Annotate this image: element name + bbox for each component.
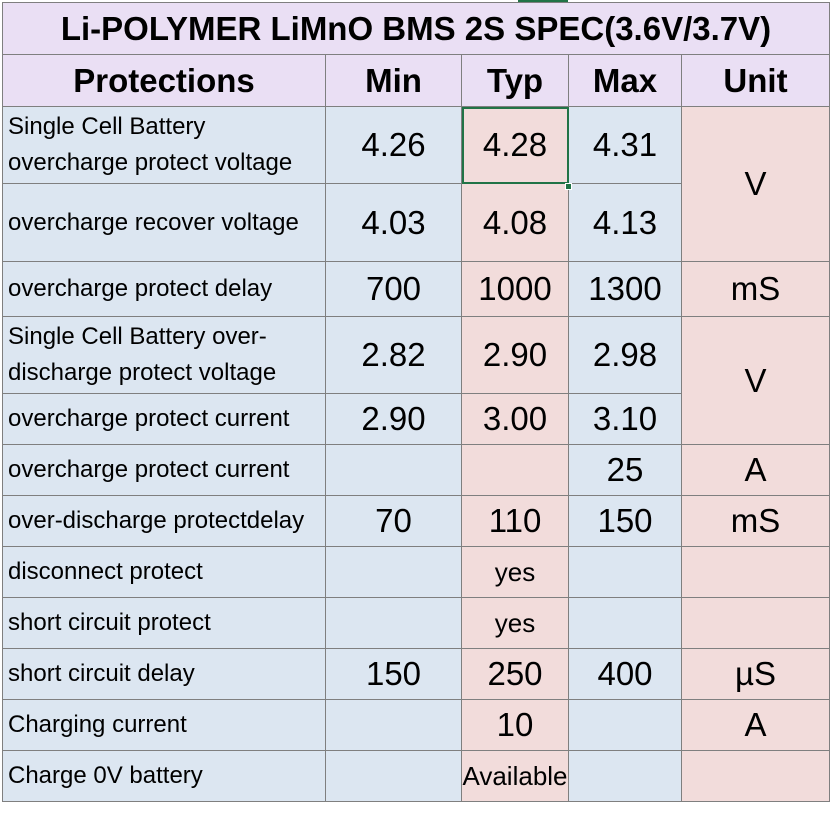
row-label[interactable]: overcharge protect delay (2, 261, 326, 317)
row-label[interactable]: Single Cell Battery over-discharge prote… (2, 316, 326, 394)
row-label[interactable]: short circuit delay (2, 648, 326, 700)
cell-max[interactable] (568, 597, 682, 649)
cell-typ[interactable]: 2.90 (461, 316, 569, 394)
table-row: disconnect protect yes (2, 546, 830, 598)
row-label[interactable]: Charging current (2, 699, 326, 751)
header-min[interactable]: Min (325, 54, 462, 107)
cell-typ[interactable]: 250 (461, 648, 569, 700)
cell-typ-selected[interactable]: 4.28 (461, 106, 569, 184)
cell-min[interactable]: 700 (325, 261, 462, 317)
cell-unit[interactable]: mS (681, 261, 830, 317)
cell-typ[interactable]: yes (461, 546, 569, 598)
cell-max[interactable]: 2.98 (568, 316, 682, 394)
spec-table: Li-POLYMER LiMnO BMS 2S SPEC(3.6V/3.7V) … (2, 2, 830, 802)
cell-max[interactable] (568, 546, 682, 598)
fill-handle[interactable] (565, 183, 572, 190)
cell-unit[interactable]: µS (681, 648, 830, 700)
cell-max[interactable]: 4.13 (568, 183, 682, 262)
cell-min[interactable]: 2.82 (325, 316, 462, 394)
cell-unit[interactable] (681, 597, 830, 649)
header-typ[interactable]: Typ (461, 54, 569, 107)
column-selection-indicator (518, 0, 568, 2)
cell-max[interactable] (568, 699, 682, 751)
cell-max[interactable]: 400 (568, 648, 682, 700)
row-label[interactable]: overcharge protect current (2, 444, 326, 496)
header-unit[interactable]: Unit (681, 54, 830, 107)
cell-typ[interactable] (461, 444, 569, 496)
cell-max[interactable]: 3.10 (568, 393, 682, 445)
cell-min[interactable]: 2.90 (325, 393, 462, 445)
cell-typ[interactable]: 10 (461, 699, 569, 751)
table-title[interactable]: Li-POLYMER LiMnO BMS 2S SPEC(3.6V/3.7V) (2, 2, 830, 55)
cell-unit[interactable]: V (681, 106, 830, 262)
row-label[interactable]: over-discharge protectdelay (2, 495, 326, 547)
table-row: Charge 0V battery Available (2, 750, 830, 802)
cell-typ[interactable]: 1000 (461, 261, 569, 317)
table-row: short circuit protect yes (2, 597, 830, 649)
cell-typ[interactable]: 110 (461, 495, 569, 547)
row-label[interactable]: Charge 0V battery (2, 750, 326, 802)
cell-min[interactable]: 4.26 (325, 106, 462, 184)
cell-typ[interactable]: Available (461, 750, 569, 802)
table-row: overcharge protect delay 700 1000 1300 m… (2, 261, 830, 317)
cell-max[interactable]: 150 (568, 495, 682, 547)
cell-min[interactable]: 70 (325, 495, 462, 547)
table-row: overcharge recover voltage 4.03 4.08 4.1… (2, 183, 830, 262)
table-row: Single Cell Battery overcharge protect v… (2, 106, 830, 262)
cell-min[interactable] (325, 750, 462, 802)
cell-unit[interactable]: mS (681, 495, 830, 547)
cell-max[interactable]: 4.31 (568, 106, 682, 184)
cell-typ[interactable]: 4.08 (461, 183, 569, 262)
cell-typ[interactable]: 3.00 (461, 393, 569, 445)
table-row: Charging current 10 A (2, 699, 830, 751)
cell-min[interactable]: 4.03 (325, 183, 462, 262)
cell-unit[interactable] (681, 546, 830, 598)
cell-unit[interactable] (681, 750, 830, 802)
row-label[interactable]: short circuit protect (2, 597, 326, 649)
table-row: Single Cell Battery over-discharge prote… (2, 316, 830, 445)
cell-min[interactable] (325, 546, 462, 598)
cell-min[interactable]: 150 (325, 648, 462, 700)
cell-min[interactable] (325, 699, 462, 751)
cell-max[interactable] (568, 750, 682, 802)
row-label[interactable]: overcharge recover voltage (2, 183, 326, 262)
table-row: short circuit delay 150 250 400 µS (2, 648, 830, 700)
table-row: overcharge protect current 25 A (2, 444, 830, 496)
cell-min[interactable] (325, 444, 462, 496)
header-protections[interactable]: Protections (2, 54, 326, 107)
row-label[interactable]: Single Cell Battery overcharge protect v… (2, 106, 326, 184)
cell-unit[interactable]: V (681, 316, 830, 445)
cell-max[interactable]: 25 (568, 444, 682, 496)
cell-min[interactable] (325, 597, 462, 649)
cell-unit[interactable]: A (681, 444, 830, 496)
cell-max[interactable]: 1300 (568, 261, 682, 317)
table-row: over-discharge protectdelay 70 110 150 m… (2, 495, 830, 547)
cell-unit[interactable]: A (681, 699, 830, 751)
header-max[interactable]: Max (568, 54, 682, 107)
row-label[interactable]: disconnect protect (2, 546, 326, 598)
table-row: overcharge protect current 2.90 3.00 3.1… (2, 393, 830, 445)
row-label[interactable]: overcharge protect current (2, 393, 326, 445)
cell-typ[interactable]: yes (461, 597, 569, 649)
